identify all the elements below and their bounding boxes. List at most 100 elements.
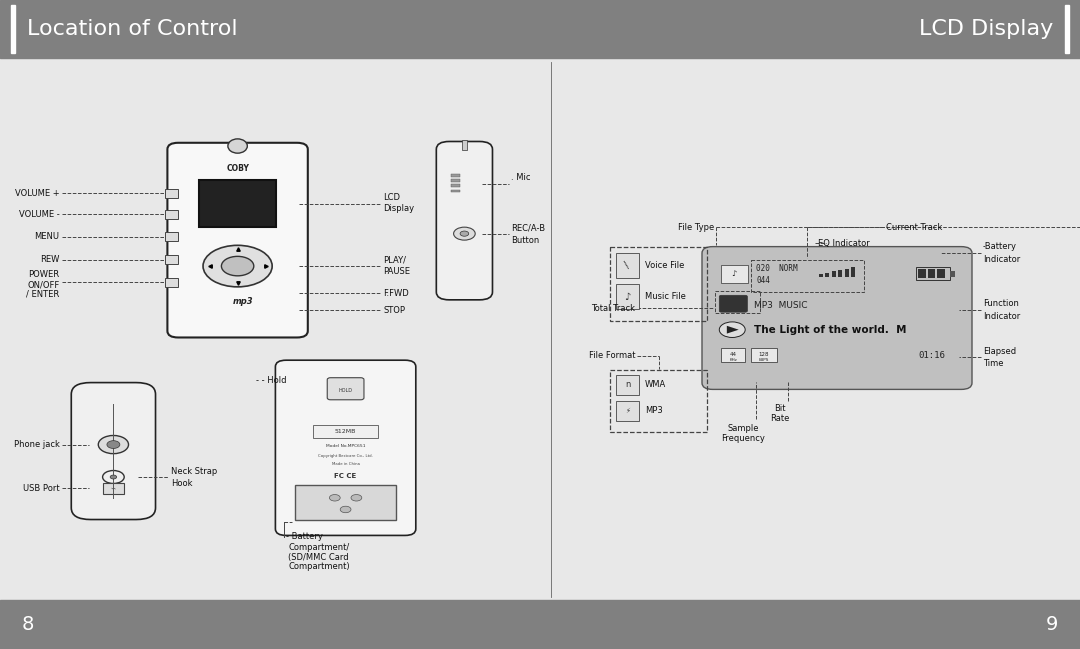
Text: n: n bbox=[625, 380, 630, 389]
Text: Model No.MPC651: Model No.MPC651 bbox=[326, 444, 365, 448]
Text: Current Track: Current Track bbox=[886, 223, 942, 232]
Bar bbox=[165, 278, 178, 287]
Polygon shape bbox=[727, 326, 739, 334]
Text: LCD Display: LCD Display bbox=[919, 19, 1053, 39]
Bar bbox=[751, 260, 864, 292]
Text: VOLUME -: VOLUME - bbox=[18, 210, 59, 219]
Text: VOLUME +: VOLUME + bbox=[15, 189, 59, 198]
Bar bbox=[462, 140, 467, 150]
Bar bbox=[610, 247, 707, 321]
Bar bbox=[825, 273, 829, 277]
Text: Button: Button bbox=[511, 236, 539, 245]
Bar bbox=[165, 210, 178, 219]
Bar bbox=[1065, 5, 1069, 53]
Text: 01:16: 01:16 bbox=[918, 351, 945, 360]
Circle shape bbox=[460, 231, 469, 236]
Text: ♪: ♪ bbox=[624, 291, 631, 302]
Text: F.FWD: F.FWD bbox=[383, 289, 409, 298]
Text: HOLD: HOLD bbox=[339, 387, 352, 393]
Bar bbox=[721, 348, 745, 362]
Text: Elapsed: Elapsed bbox=[983, 347, 1016, 356]
Text: (SD/MMC Card: (SD/MMC Card bbox=[288, 553, 349, 562]
Text: Compartment/: Compartment/ bbox=[288, 543, 350, 552]
Text: Music File: Music File bbox=[645, 292, 686, 301]
Text: 8: 8 bbox=[22, 615, 33, 634]
Text: Display: Display bbox=[383, 204, 415, 214]
Bar bbox=[721, 265, 748, 283]
Bar bbox=[715, 291, 760, 313]
Text: . Mic: . Mic bbox=[511, 173, 530, 182]
Text: Frequency: Frequency bbox=[721, 434, 765, 443]
Bar bbox=[451, 184, 460, 187]
Bar bbox=[295, 485, 396, 520]
Bar bbox=[616, 375, 639, 395]
FancyBboxPatch shape bbox=[702, 247, 972, 389]
Bar bbox=[838, 270, 842, 277]
Text: Copyright Bestcare Co., Ltd.: Copyright Bestcare Co., Ltd. bbox=[319, 454, 373, 458]
Text: Hook: Hook bbox=[171, 479, 192, 488]
Text: File Format: File Format bbox=[589, 351, 635, 360]
Bar bbox=[616, 284, 639, 309]
Text: kBPS: kBPS bbox=[758, 358, 769, 361]
Circle shape bbox=[329, 495, 340, 501]
Bar bbox=[103, 483, 124, 493]
Text: ON/OFF: ON/OFF bbox=[27, 280, 59, 289]
Text: mp3: mp3 bbox=[232, 297, 254, 306]
Circle shape bbox=[110, 475, 117, 479]
Text: Time: Time bbox=[983, 359, 1003, 368]
Text: 512MB: 512MB bbox=[335, 429, 356, 434]
Text: MP3  MUSIC: MP3 MUSIC bbox=[754, 300, 808, 310]
Text: Voice File: Voice File bbox=[645, 261, 684, 270]
Text: Made in China: Made in China bbox=[332, 462, 360, 466]
Circle shape bbox=[340, 506, 351, 513]
Text: - - Hold: - - Hold bbox=[256, 376, 286, 386]
Text: / ENTER: / ENTER bbox=[26, 289, 59, 299]
Text: Neck Strap: Neck Strap bbox=[171, 467, 217, 476]
Bar bbox=[610, 370, 707, 432]
Text: Phone jack: Phone jack bbox=[14, 440, 59, 449]
Text: Rate: Rate bbox=[770, 414, 789, 423]
Text: Bit: Bit bbox=[774, 404, 785, 413]
Bar bbox=[165, 189, 178, 198]
Text: POWER: POWER bbox=[28, 270, 59, 279]
Text: STOP: STOP bbox=[383, 306, 405, 315]
Text: REC/A-B: REC/A-B bbox=[511, 224, 545, 233]
Text: Indicator: Indicator bbox=[983, 312, 1020, 321]
Text: Total Track: Total Track bbox=[591, 304, 635, 313]
Circle shape bbox=[719, 322, 745, 337]
Bar bbox=[451, 190, 460, 192]
Bar bbox=[11, 5, 15, 53]
FancyBboxPatch shape bbox=[327, 378, 364, 400]
Text: FC CE: FC CE bbox=[335, 472, 356, 479]
Circle shape bbox=[98, 435, 129, 454]
Bar bbox=[819, 274, 823, 277]
Ellipse shape bbox=[228, 139, 247, 153]
Bar bbox=[199, 180, 276, 227]
FancyBboxPatch shape bbox=[719, 295, 747, 312]
Text: /: / bbox=[623, 261, 632, 270]
Text: ⌁: ⌁ bbox=[111, 484, 116, 493]
Text: 44: 44 bbox=[730, 352, 737, 357]
Bar bbox=[928, 269, 935, 278]
Circle shape bbox=[221, 256, 254, 276]
Bar bbox=[0, 58, 1080, 600]
Bar bbox=[950, 271, 955, 277]
Bar bbox=[937, 269, 945, 278]
Text: 020  NORM: 020 NORM bbox=[756, 264, 798, 273]
Bar bbox=[451, 174, 460, 177]
Text: Location of Control: Location of Control bbox=[27, 19, 238, 39]
Bar bbox=[313, 425, 378, 438]
Text: EQ Indicator: EQ Indicator bbox=[818, 239, 869, 248]
Bar bbox=[451, 179, 460, 182]
Circle shape bbox=[454, 227, 475, 240]
Text: Function: Function bbox=[983, 299, 1018, 308]
Bar bbox=[165, 255, 178, 264]
Text: -Battery: -Battery bbox=[983, 242, 1016, 251]
Bar bbox=[0, 0, 1080, 58]
Text: Indicator: Indicator bbox=[983, 255, 1020, 264]
Circle shape bbox=[351, 495, 362, 501]
Text: ♪: ♪ bbox=[732, 269, 737, 278]
Text: REW: REW bbox=[40, 255, 59, 264]
Text: 044: 044 bbox=[756, 276, 770, 285]
Bar bbox=[751, 348, 777, 362]
